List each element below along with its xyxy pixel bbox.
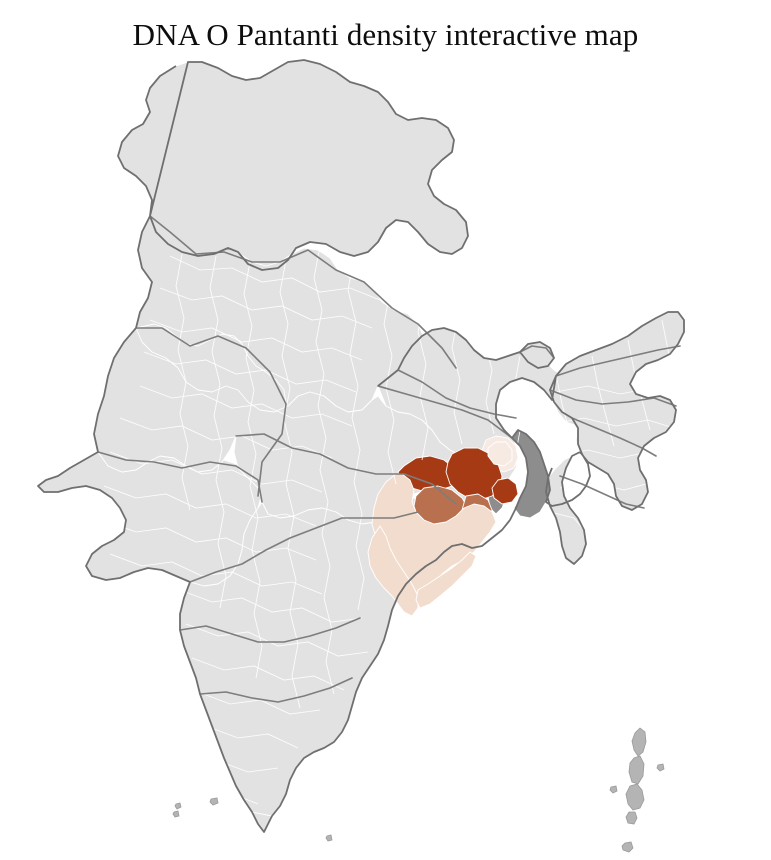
map-canvas[interactable] bbox=[0, 56, 771, 860]
island-lakshadweep-c[interactable] bbox=[209, 797, 219, 806]
island-west-dot[interactable] bbox=[325, 834, 333, 842]
district-keonjhar-mayurbhanj[interactable] bbox=[445, 447, 503, 501]
district-odisha-southwest[interactable] bbox=[367, 525, 419, 617]
district-balasore-dark[interactable] bbox=[491, 477, 519, 505]
district-very-low-outlier[interactable] bbox=[487, 441, 513, 467]
island-car-nicobar[interactable] bbox=[621, 841, 634, 853]
state-gujarat[interactable] bbox=[37, 451, 263, 587]
district-puri-ganjam-strip[interactable] bbox=[415, 551, 477, 609]
island-barren[interactable] bbox=[656, 763, 665, 772]
india-map-svg[interactable] bbox=[0, 56, 771, 860]
island-north-andaman[interactable] bbox=[631, 727, 647, 757]
country-outline-group bbox=[37, 59, 685, 833]
base-states-group bbox=[37, 59, 685, 833]
odisha-choropleth-group bbox=[367, 435, 519, 617]
island-south-andaman[interactable] bbox=[625, 783, 645, 811]
island-lakshadweep-a[interactable] bbox=[174, 802, 182, 810]
state-boundary-group bbox=[97, 215, 681, 703]
page-title: DNA O Pantanti density interactive map bbox=[132, 17, 639, 52]
islands-group bbox=[172, 727, 665, 853]
state-jammu-kashmir[interactable] bbox=[117, 59, 469, 271]
district-grid-group bbox=[103, 227, 681, 805]
island-lakshadweep-b[interactable] bbox=[172, 810, 180, 818]
island-middle-andaman[interactable] bbox=[628, 755, 645, 785]
island-little-andaman[interactable] bbox=[625, 811, 638, 825]
island-andaman-small[interactable] bbox=[609, 785, 618, 794]
